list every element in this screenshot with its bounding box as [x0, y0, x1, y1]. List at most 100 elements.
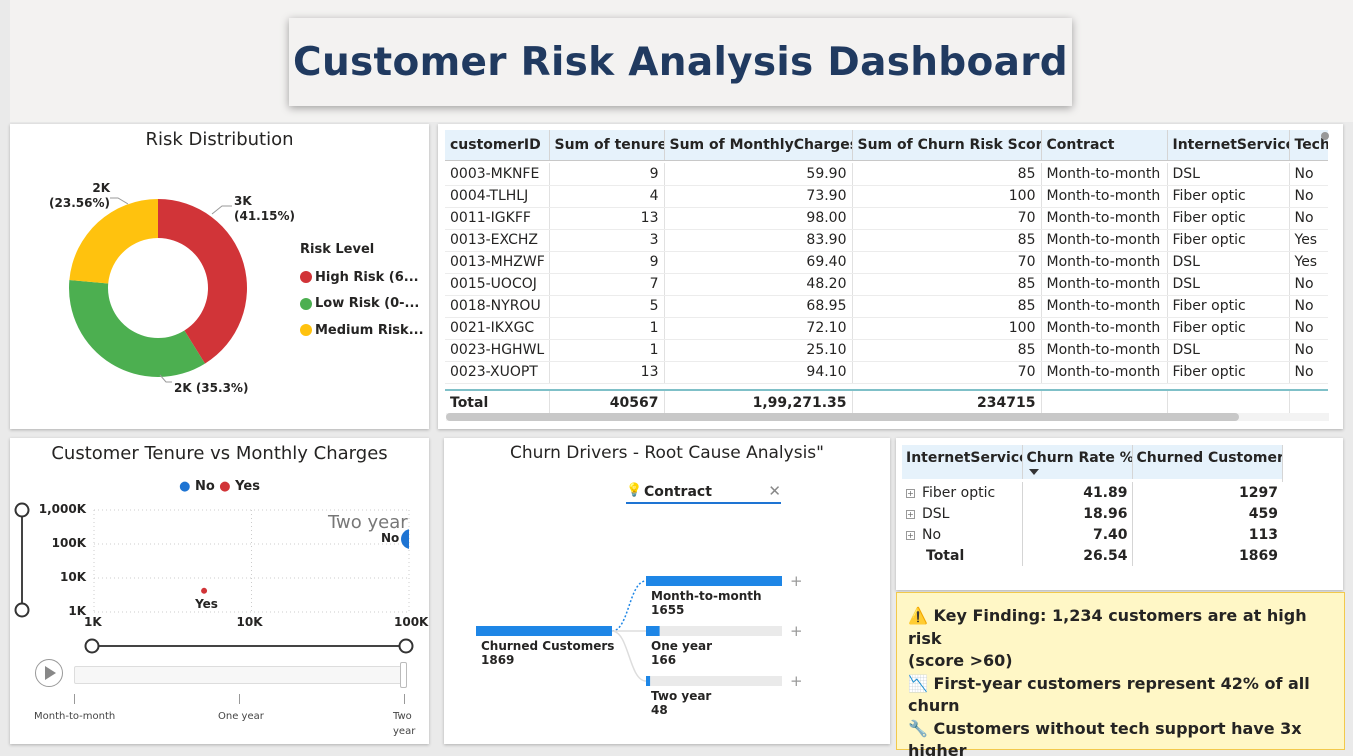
table-cell: 70	[852, 361, 1042, 384]
churn-cell-text: 1297	[1239, 484, 1278, 501]
expand-plus-icon[interactable]: +	[790, 672, 803, 690]
filter-header[interactable]: 💡 Contract ✕	[626, 482, 781, 504]
churn-table-row[interactable]: + Fiber optic 41.89 1297	[902, 482, 1282, 503]
expand-row-icon[interactable]: +	[906, 509, 915, 519]
decomposition-tree[interactable]: + + +	[444, 438, 890, 744]
table-cell: 59.90	[664, 163, 853, 186]
churn-rate-panel[interactable]: InternetService Churn Rate % Churned Custo…	[896, 438, 1343, 590]
table-cell: 0011-IGKFF	[445, 207, 550, 230]
x-range-slider-handle-left[interactable]	[84, 638, 100, 654]
horizontal-scrollbar-thumb[interactable]	[446, 413, 1239, 421]
title-card: Customer Risk Analysis Dashboard	[289, 18, 1072, 106]
donut-slice-high[interactable]	[158, 199, 247, 364]
table-cell: 0018-NYROU	[445, 295, 550, 318]
table-cell: 13	[549, 361, 665, 384]
play-tick-1	[74, 694, 75, 704]
table-cell: No	[1289, 185, 1328, 208]
play-button[interactable]	[35, 659, 63, 687]
column-header[interactable]: InternetService	[1167, 130, 1290, 161]
expand-plus-icon[interactable]: +	[790, 622, 803, 640]
risk-distribution-panel[interactable]: Risk Distribution 3K (41.15%) 2K (23.56%…	[10, 124, 429, 429]
churn-table-row[interactable]: + DSL 18.96 459	[902, 503, 1282, 524]
column-header[interactable]: Sum of Churn Risk Score	[852, 130, 1042, 161]
churn-column-header[interactable]: Churned Customers	[1132, 445, 1283, 479]
total-cell: 40567	[549, 390, 665, 414]
root-bar[interactable]	[476, 626, 612, 636]
expand-row-icon[interactable]: +	[906, 530, 915, 540]
churn-column-header[interactable]: InternetService	[902, 445, 1023, 479]
scatter-point-no[interactable]	[401, 529, 421, 549]
node-bar-fill[interactable]	[646, 626, 660, 636]
decomposition-tree-panel[interactable]: Churn Drivers - Root Cause Analysis" 💡 C…	[444, 438, 890, 744]
donut-slice-medium[interactable]	[69, 199, 158, 284]
y-range-slider-handle-bottom[interactable]	[14, 602, 30, 618]
total-cell	[1041, 390, 1168, 414]
table-cell: 94.10	[664, 361, 853, 384]
table-cell: 85	[852, 163, 1042, 186]
sort-desc-icon[interactable]	[1028, 469, 1039, 475]
customers-data-table[interactable]: customerID Sum of tenure Sum of MonthlyCha…	[445, 130, 1328, 414]
y-range-slider-handle-top[interactable]	[14, 502, 30, 518]
legend-item[interactable]: Low Risk (0-...	[300, 291, 424, 318]
play-axis-handle[interactable]	[400, 662, 407, 688]
point-label-yes: Yes	[195, 596, 218, 611]
x-range-slider-handle-right[interactable]	[398, 638, 414, 654]
x-tick-label: 1K	[84, 615, 102, 629]
table-scroll-indicator[interactable]	[1321, 132, 1329, 140]
churn-table-row[interactable]: + No 7.40 113	[902, 524, 1282, 545]
table-header-row: customerID Sum of tenure Sum of MonthlyCha…	[445, 130, 1328, 161]
node-label: One year	[651, 639, 713, 653]
play-tick-2	[239, 694, 240, 704]
churn-header-row: InternetService Churn Rate % Churned Custo…	[902, 445, 1283, 479]
churn-data-table[interactable]: InternetService Churn Rate % Churned Custo…	[902, 445, 1283, 566]
table-row[interactable]: 0013-MHZWF 9 69.40 70 Month-to-month DSL Yes	[445, 251, 1328, 274]
table-cell: 0003-MKNFE	[445, 163, 550, 186]
customers-table[interactable]: customerID Sum of tenure Sum of MonthlyCha…	[445, 130, 1328, 416]
table-row[interactable]: 0003-MKNFE 9 59.90 85 Month-to-month DSL No	[445, 163, 1328, 186]
legend-label-yes: Yes	[235, 479, 260, 494]
table-row[interactable]: 0004-TLHLJ 4 73.90 100 Month-to-month Fiber o…	[445, 185, 1328, 208]
expand-plus-icon[interactable]: +	[790, 572, 803, 590]
node-bar-fill[interactable]	[646, 676, 651, 686]
table-cell: 7	[549, 273, 665, 296]
node-label: Two year	[651, 689, 712, 703]
table-cell: 3	[549, 229, 665, 252]
scatter-plot[interactable]	[10, 438, 429, 744]
risk-donut-chart[interactable]	[10, 124, 429, 429]
column-header[interactable]: Sum of MonthlyCharges	[664, 130, 853, 161]
table-row[interactable]: 0023-HGHWL 1 25.10 85 Month-to-month DSL No	[445, 339, 1328, 362]
churn-total-cell: 26.54	[1022, 545, 1133, 566]
table-row[interactable]: 0011-IGKFF 13 98.00 70 Month-to-month Fiber o…	[445, 207, 1328, 230]
key-findings-box: ⚠️ Key Finding: 1,234 customers are at h…	[896, 592, 1345, 756]
table-row[interactable]: 0021-IKXGC 1 72.10 100 Month-to-month Fiber o…	[445, 317, 1328, 340]
table-cell: Fiber optic	[1167, 185, 1290, 208]
node-bar-fill[interactable]	[646, 576, 782, 586]
table-total-row: Total 40567 1,99,271.35 234715	[445, 390, 1328, 414]
node-bar-track	[646, 676, 782, 686]
label-high: 3K (41.15%)	[234, 194, 295, 224]
table-cell: Month-to-month	[1041, 185, 1168, 208]
churn-column-header[interactable]: Churn Rate %	[1022, 445, 1133, 479]
churn-cell: + No	[902, 524, 1023, 545]
legend-item[interactable]: High Risk (6...	[300, 264, 424, 291]
table-cell: 48.20	[664, 273, 853, 296]
expand-row-icon[interactable]: +	[906, 488, 915, 498]
donut-slice-low[interactable]	[69, 279, 205, 377]
column-header[interactable]: customerID	[445, 130, 550, 161]
table-row[interactable]: 0018-NYROU 5 68.95 85 Month-to-month Fiber op…	[445, 295, 1328, 318]
filter-close-icon[interactable]: ✕	[768, 482, 781, 500]
scatter-point-yes[interactable]	[201, 587, 208, 594]
customers-table-panel[interactable]: customerID Sum of tenure Sum of MonthlyCha…	[438, 124, 1343, 429]
table-row[interactable]: 0013-EXCHZ 3 83.90 85 Month-to-month Fiber op…	[445, 229, 1328, 252]
legend-item[interactable]: Medium Risk...	[300, 317, 424, 344]
column-header[interactable]: Contract	[1041, 130, 1168, 161]
table-cell: No	[1289, 273, 1328, 296]
table-cell: Yes	[1289, 229, 1328, 252]
column-header[interactable]: Sum of tenure	[549, 130, 665, 161]
point-label-no: No	[381, 531, 400, 546]
scatter-panel[interactable]: Customer Tenure vs Monthly Charges ● No …	[10, 438, 429, 744]
key-findings-text: ⚠️ Key Finding: 1,234 customers are at h…	[908, 605, 1338, 756]
table-row[interactable]: 0015-UOCOJ 7 48.20 85 Month-to-month DSL No	[445, 273, 1328, 296]
table-row[interactable]: 0023-XUOPT 13 94.10 70 Month-to-month Fiber o…	[445, 361, 1328, 384]
play-axis-track[interactable]	[74, 666, 404, 684]
